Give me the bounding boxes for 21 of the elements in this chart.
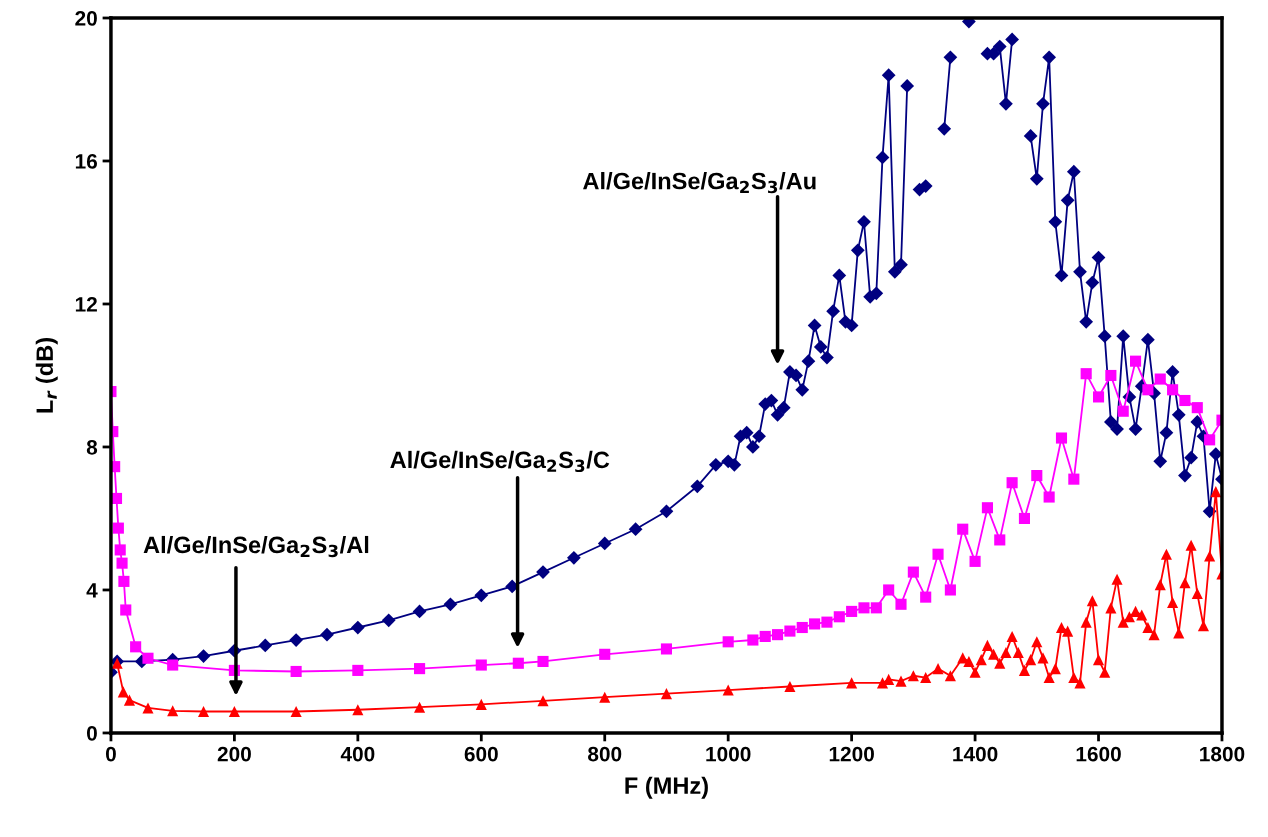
x-tick-label: 800 (588, 746, 622, 762)
y-tick-label: 16 (75, 153, 97, 169)
x-tick-label: 1800 (1200, 746, 1245, 762)
y-axis-title: L$_{r}$ (dB) (35, 338, 58, 413)
annotation: Al/Ge/InSe/Ga$_{2}$S$_{3}$/Al (143, 535, 369, 558)
annotation: Al/Ge/InSe/Ga$_{2}$S$_{3}$/C (390, 450, 610, 473)
x-tick-label: 400 (340, 746, 375, 762)
x-tick-label: 1600 (1076, 746, 1121, 762)
x-tick-label: 600 (464, 746, 498, 762)
y-tick-label: 12 (75, 296, 97, 312)
x-tick-label: 1200 (829, 746, 874, 762)
x-axis-title: F (MHz) (625, 776, 708, 799)
y-tick-label: 4 (86, 583, 98, 598)
annotation: Al/Ge/InSe/Ga$_{2}$S$_{3}$/Au (583, 172, 816, 194)
x-tick-label: 0 (105, 746, 116, 762)
y-tick-label: 20 (75, 11, 97, 26)
x-tick-label: 1400 (953, 746, 998, 762)
y-tick-label: 8 (86, 439, 98, 455)
y-tick-label: 0 (86, 725, 97, 741)
x-tick-label: 200 (217, 746, 251, 762)
x-tick-label: 1000 (706, 746, 751, 762)
